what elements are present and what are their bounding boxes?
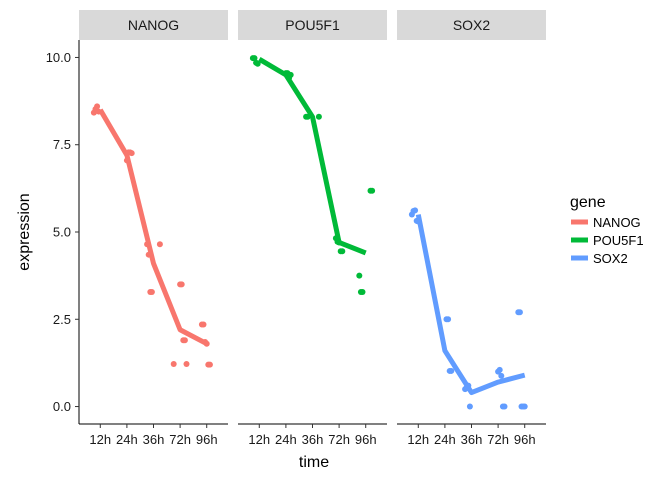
data-point: [287, 71, 294, 78]
series-line-nanog: [98, 108, 208, 346]
data-point: [359, 289, 366, 296]
data-point: [339, 248, 346, 255]
facet-strip: [397, 10, 546, 40]
series-line-sox2: [415, 214, 526, 396]
data-point: [203, 340, 210, 347]
facet-panels: NANOG 12h 24h 36h 72h 96h POU5F1 12h 24h 36h 72h 96…: [79, 10, 546, 447]
y-tick-label: 10.0: [46, 50, 71, 65]
data-point: [170, 360, 177, 367]
x-tick-label: 96h: [355, 432, 377, 447]
y-axis-title: expression: [16, 193, 33, 270]
y-tick-label: 7.5: [53, 137, 71, 152]
data-point: [466, 403, 473, 410]
facet-strip-label: NANOG: [128, 17, 179, 33]
legend-label: NANOG: [593, 215, 641, 230]
y-axis: 0.0 2.5 5.0 7.5 10.0: [46, 40, 80, 424]
legend-item-pou5f1: POU5F1: [571, 233, 644, 248]
data-point: [315, 113, 322, 120]
data-point: [336, 239, 343, 246]
x-tick-label: 12h: [89, 432, 111, 447]
data-point: [95, 108, 102, 115]
series-line-pou5f1: [258, 57, 367, 256]
legend-item-nanog: NANOG: [571, 215, 641, 230]
data-point: [496, 366, 503, 373]
x-tick-label: 96h: [514, 432, 536, 447]
y-tick-label: 5.0: [53, 225, 71, 240]
data-point: [356, 272, 363, 279]
x-tick-label: 36h: [461, 432, 483, 447]
x-tick-label: 36h: [143, 432, 165, 447]
x-tick-label: 24h: [434, 432, 456, 447]
data-point: [200, 321, 207, 328]
data-point: [128, 150, 135, 157]
data-point: [516, 309, 523, 316]
data-point: [448, 367, 455, 374]
data-point: [183, 360, 190, 367]
data-point: [412, 207, 419, 214]
data-point: [304, 113, 311, 120]
facet-strip-label: POU5F1: [285, 17, 340, 33]
x-tick-label: 72h: [487, 432, 509, 447]
x-tick-label: 12h: [248, 432, 270, 447]
data-point: [156, 241, 163, 248]
data-point: [445, 316, 452, 323]
y-tick-label: 2.5: [53, 312, 71, 327]
facet-sox2: SOX2 12h 24h 36h 72h 96h: [397, 10, 546, 447]
data-point: [94, 103, 101, 110]
legend-item-sox2: SOX2: [571, 251, 628, 266]
data-point: [145, 251, 152, 258]
x-tick-label: 96h: [196, 432, 218, 447]
data-point: [498, 372, 505, 379]
data-point: [254, 60, 261, 67]
data-point: [415, 218, 422, 225]
data-point: [251, 55, 258, 62]
data-point: [501, 403, 508, 410]
data-point: [181, 337, 188, 344]
legend-title: gene: [570, 194, 606, 211]
facet-pou5f1: POU5F1 12h 24h 36h 72h 96h: [238, 10, 387, 447]
facet-strip: [79, 10, 228, 40]
data-point: [206, 361, 213, 368]
data-point: [123, 157, 130, 164]
x-tick-label: 12h: [407, 432, 429, 447]
legend-label: SOX2: [593, 251, 628, 266]
x-tick-label: 72h: [328, 432, 350, 447]
legend: gene NANOG POU5F1 SOX2: [570, 194, 644, 266]
data-point: [148, 289, 155, 296]
facet-strip: [238, 10, 387, 40]
data-point: [144, 241, 151, 248]
data-point: [369, 187, 376, 194]
facet-nanog: NANOG 12h 24h 36h 72h 96h: [79, 10, 228, 447]
legend-label: POU5F1: [593, 233, 644, 248]
data-point: [178, 281, 185, 288]
facet-strip-label: SOX2: [453, 17, 491, 33]
x-tick-label: 72h: [169, 432, 191, 447]
x-tick-label: 24h: [275, 432, 297, 447]
x-tick-label: 36h: [302, 432, 324, 447]
data-point: [521, 403, 528, 410]
data-point: [465, 382, 472, 389]
x-tick-label: 24h: [116, 432, 138, 447]
y-tick-label: 0.0: [53, 399, 71, 414]
x-axis-title: time: [299, 454, 329, 471]
